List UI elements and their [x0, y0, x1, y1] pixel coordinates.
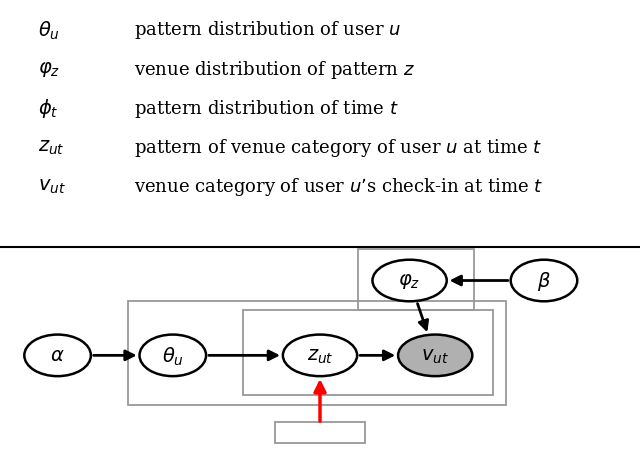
Ellipse shape	[140, 335, 206, 376]
Ellipse shape	[511, 260, 577, 302]
Text: pattern distribution of time $t$: pattern distribution of time $t$	[134, 97, 399, 120]
Bar	[275, 422, 365, 443]
Text: $z_{ut}$: $z_{ut}$	[307, 346, 333, 365]
Text: $\varphi_z$: $\varphi_z$	[38, 60, 61, 79]
Text: $\alpha$: $\alpha$	[51, 346, 65, 364]
Bar	[358, 250, 474, 310]
Text: $\phi_t$: $\phi_t$	[38, 97, 59, 120]
Ellipse shape	[24, 335, 91, 376]
Ellipse shape	[372, 260, 447, 302]
Ellipse shape	[398, 335, 472, 376]
Text: $v_{ut}$: $v_{ut}$	[38, 178, 67, 196]
Text: venue category of user $u$’s check-in at time $t$: venue category of user $u$’s check-in at…	[134, 176, 544, 198]
Ellipse shape	[283, 335, 357, 376]
Text: pattern of venue category of user $u$ at time $t$: pattern of venue category of user $u$ at…	[134, 137, 543, 159]
Text: $\theta_u$: $\theta_u$	[38, 19, 60, 41]
Bar	[243, 310, 493, 395]
Text: $v_{ut}$: $v_{ut}$	[421, 346, 449, 365]
Text: $z_{ut}$: $z_{ut}$	[38, 138, 65, 157]
Bar	[128, 302, 506, 405]
Text: $\beta$: $\beta$	[537, 269, 551, 292]
Text: venue distribution of pattern $z$: venue distribution of pattern $z$	[134, 59, 415, 80]
Text: pattern distribution of user $u$: pattern distribution of user $u$	[134, 19, 402, 41]
Text: $\varphi_z$: $\varphi_z$	[399, 272, 420, 290]
Text: $\theta_u$: $\theta_u$	[162, 345, 184, 367]
